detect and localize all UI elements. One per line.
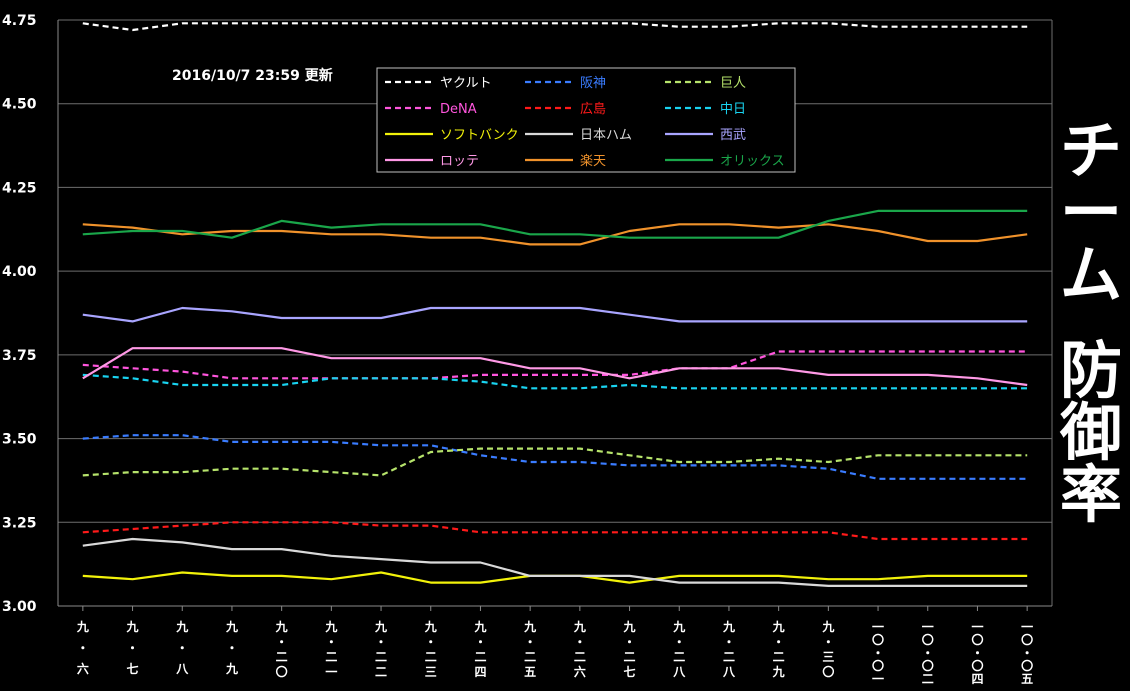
side-title-char: 御 bbox=[1059, 396, 1122, 469]
x-tick-label: 九・二一 bbox=[324, 619, 337, 679]
series-line-1 bbox=[82, 434, 1028, 480]
legend-label: ソフトバンク bbox=[440, 128, 519, 143]
legend-label: 西武 bbox=[720, 128, 746, 143]
series-line-3 bbox=[82, 350, 1028, 380]
y-tick-label: 4.00 bbox=[2, 264, 37, 280]
legend-label: DeNA bbox=[440, 102, 477, 117]
series-line-2 bbox=[82, 447, 1028, 477]
y-tick-label: 3.00 bbox=[2, 599, 37, 615]
y-tick-label: 3.50 bbox=[2, 432, 37, 448]
legend-label: オリックス bbox=[720, 154, 785, 169]
legend-label: 阪神 bbox=[580, 76, 606, 91]
side-title-line2: 防御率 bbox=[1056, 340, 1126, 526]
x-tick-label: 九・二八 bbox=[722, 619, 736, 679]
series-line-10 bbox=[82, 223, 1028, 246]
x-tick-label: 九・七 bbox=[126, 619, 139, 676]
legend-label: 日本ハム bbox=[580, 128, 632, 143]
series-line-9 bbox=[82, 347, 1028, 387]
x-tick-label: 九・二六 bbox=[573, 619, 586, 679]
y-tick-label: 3.75 bbox=[2, 348, 37, 364]
x-tick-label: 九・二〇 bbox=[275, 619, 288, 679]
series-line-11 bbox=[82, 209, 1028, 239]
legend-label: 中日 bbox=[720, 102, 746, 117]
x-tick-label: 九・六 bbox=[76, 619, 89, 676]
x-tick-label: 九・八 bbox=[175, 619, 189, 676]
x-tick-label: 九・二七 bbox=[623, 619, 636, 679]
x-tick-label: 九・二八 bbox=[672, 619, 686, 679]
side-title-line1: チーム bbox=[1056, 120, 1126, 306]
side-title-char: チ bbox=[1059, 114, 1122, 187]
side-title-char: 防 bbox=[1059, 334, 1122, 407]
side-title-char: ー bbox=[1059, 176, 1122, 249]
side-title: チーム 防御率 bbox=[1052, 120, 1130, 540]
side-title-char: 率 bbox=[1059, 458, 1122, 531]
legend-label: 巨人 bbox=[720, 76, 746, 91]
series-line-8 bbox=[82, 306, 1028, 323]
series-lines bbox=[82, 22, 1028, 588]
update-timestamp: 2016/10/7 23:59 更新 bbox=[172, 67, 333, 84]
legend-box bbox=[376, 67, 796, 173]
series-line-4 bbox=[82, 521, 1028, 541]
x-tick-label: 九・二九 bbox=[772, 619, 785, 679]
legend-label: ヤクルト bbox=[440, 76, 492, 91]
y-tick-label: 4.50 bbox=[2, 97, 37, 113]
series-line-5 bbox=[82, 373, 1028, 390]
y-tick-label: 4.75 bbox=[2, 13, 37, 29]
y-tick-label: 3.25 bbox=[2, 515, 37, 531]
x-tick-label: 一〇・〇五 bbox=[1021, 620, 1033, 686]
x-tick-label: 一〇・〇一 bbox=[872, 620, 884, 686]
series-line-0 bbox=[82, 22, 1028, 32]
axes: 3.00 3.25 3.50 3.75 4.00 4.25 4.50 4.75 九・六 九・七 九・… bbox=[2, 13, 1053, 686]
x-tick-label: 九・九 bbox=[225, 619, 238, 676]
legend-label: 楽天 bbox=[580, 153, 606, 169]
x-tick-label: 一〇・〇四 bbox=[971, 620, 983, 686]
side-title-char: ム bbox=[1059, 238, 1122, 311]
legend-label: ロッテ bbox=[440, 154, 479, 169]
x-tick-label: 九・三〇 bbox=[821, 619, 834, 679]
x-tick-label: 九・二三 bbox=[424, 619, 437, 679]
x-tick-label: 九・二四 bbox=[473, 619, 486, 679]
x-tick-label: 九・二五 bbox=[523, 619, 536, 679]
series-line-7 bbox=[82, 537, 1028, 588]
x-tick-label: 一〇・〇二 bbox=[922, 620, 934, 686]
y-tick-label: 4.25 bbox=[2, 180, 37, 196]
legend-label: 広島 bbox=[580, 102, 606, 117]
x-tick-label: 九・二二 bbox=[374, 619, 387, 679]
